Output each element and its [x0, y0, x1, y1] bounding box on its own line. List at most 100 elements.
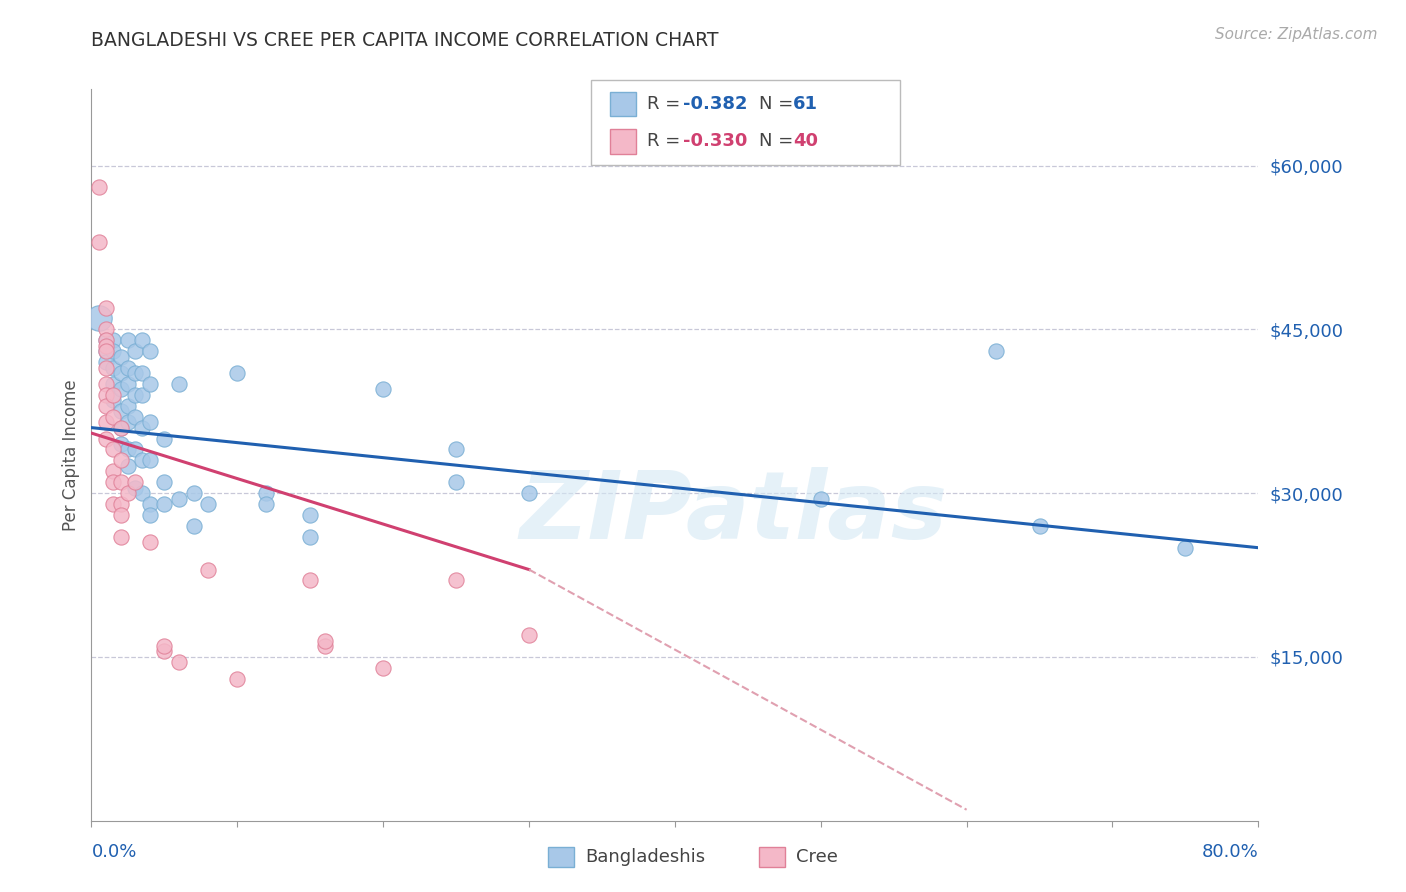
Text: 40: 40 — [793, 132, 818, 150]
Point — [110, 437, 132, 451]
Point — [124, 475, 146, 490]
Point — [183, 486, 205, 500]
Point — [138, 453, 162, 467]
Point — [117, 415, 139, 429]
Point — [103, 376, 125, 391]
Point — [197, 563, 219, 577]
Point — [131, 486, 153, 500]
Text: N =: N = — [759, 132, 799, 150]
Point — [314, 639, 336, 653]
Point — [103, 344, 125, 359]
Text: -0.330: -0.330 — [683, 132, 748, 150]
Point — [103, 442, 125, 457]
Point — [94, 339, 117, 353]
Point — [131, 366, 153, 380]
Point — [94, 399, 117, 413]
Point — [138, 497, 162, 511]
Point — [117, 442, 139, 457]
Point — [131, 388, 153, 402]
Y-axis label: Per Capita Income: Per Capita Income — [62, 379, 80, 531]
Point — [153, 475, 176, 490]
Point — [103, 360, 125, 375]
Point — [110, 366, 132, 380]
Point — [103, 475, 125, 490]
Point — [94, 301, 117, 315]
Point — [103, 497, 125, 511]
Point — [117, 360, 139, 375]
Point — [94, 333, 117, 347]
Point — [517, 628, 540, 642]
Point — [254, 497, 277, 511]
Text: 0.0%: 0.0% — [91, 843, 136, 861]
Point — [299, 530, 322, 544]
Point — [124, 409, 146, 424]
Point — [87, 180, 110, 194]
Point — [810, 491, 832, 506]
Point — [117, 333, 139, 347]
Point — [299, 508, 322, 522]
Point — [110, 508, 132, 522]
Point — [138, 508, 162, 522]
Point — [131, 453, 153, 467]
Point — [94, 360, 117, 375]
Point — [138, 344, 162, 359]
Point — [103, 333, 125, 347]
Text: 80.0%: 80.0% — [1202, 843, 1258, 861]
Point — [117, 399, 139, 413]
Point — [110, 383, 132, 397]
Point — [197, 497, 219, 511]
Point — [94, 432, 117, 446]
Point — [131, 420, 153, 434]
Point — [1028, 519, 1050, 533]
Text: Bangladeshis: Bangladeshis — [585, 848, 704, 866]
Point — [110, 404, 132, 418]
Point — [314, 633, 336, 648]
Text: Cree: Cree — [796, 848, 838, 866]
Point — [226, 366, 249, 380]
Point — [124, 481, 146, 495]
Point — [110, 530, 132, 544]
Point — [103, 464, 125, 478]
Text: N =: N = — [759, 95, 799, 113]
Point — [299, 574, 322, 588]
Point — [110, 453, 132, 467]
Point — [94, 344, 117, 359]
Point — [110, 420, 132, 434]
Point — [167, 376, 190, 391]
Point — [117, 486, 139, 500]
Point — [94, 344, 117, 359]
Point — [94, 376, 117, 391]
Point — [110, 350, 132, 364]
Point — [124, 344, 146, 359]
Point — [94, 322, 117, 336]
Point — [153, 639, 176, 653]
Point — [371, 661, 394, 675]
Point — [87, 235, 110, 249]
Point — [444, 574, 467, 588]
Point — [153, 432, 176, 446]
Text: BANGLADESHI VS CREE PER CAPITA INCOME CORRELATION CHART: BANGLADESHI VS CREE PER CAPITA INCOME CO… — [91, 31, 718, 50]
Point — [183, 519, 205, 533]
Point — [103, 409, 125, 424]
Point — [444, 442, 467, 457]
Point — [254, 486, 277, 500]
Point — [167, 491, 190, 506]
Point — [110, 475, 132, 490]
Text: R =: R = — [647, 95, 686, 113]
Text: ZIPatlas: ZIPatlas — [519, 467, 948, 559]
Point — [138, 535, 162, 549]
Text: 61: 61 — [793, 95, 818, 113]
Text: -0.382: -0.382 — [683, 95, 748, 113]
Point — [371, 383, 394, 397]
Point — [117, 376, 139, 391]
Point — [94, 355, 117, 369]
Point — [117, 458, 139, 473]
Point — [167, 656, 190, 670]
Point — [94, 388, 117, 402]
Point — [94, 415, 117, 429]
Text: Source: ZipAtlas.com: Source: ZipAtlas.com — [1215, 27, 1378, 42]
Point — [110, 497, 132, 511]
Point — [87, 311, 110, 326]
Point — [124, 366, 146, 380]
Point — [94, 333, 117, 347]
